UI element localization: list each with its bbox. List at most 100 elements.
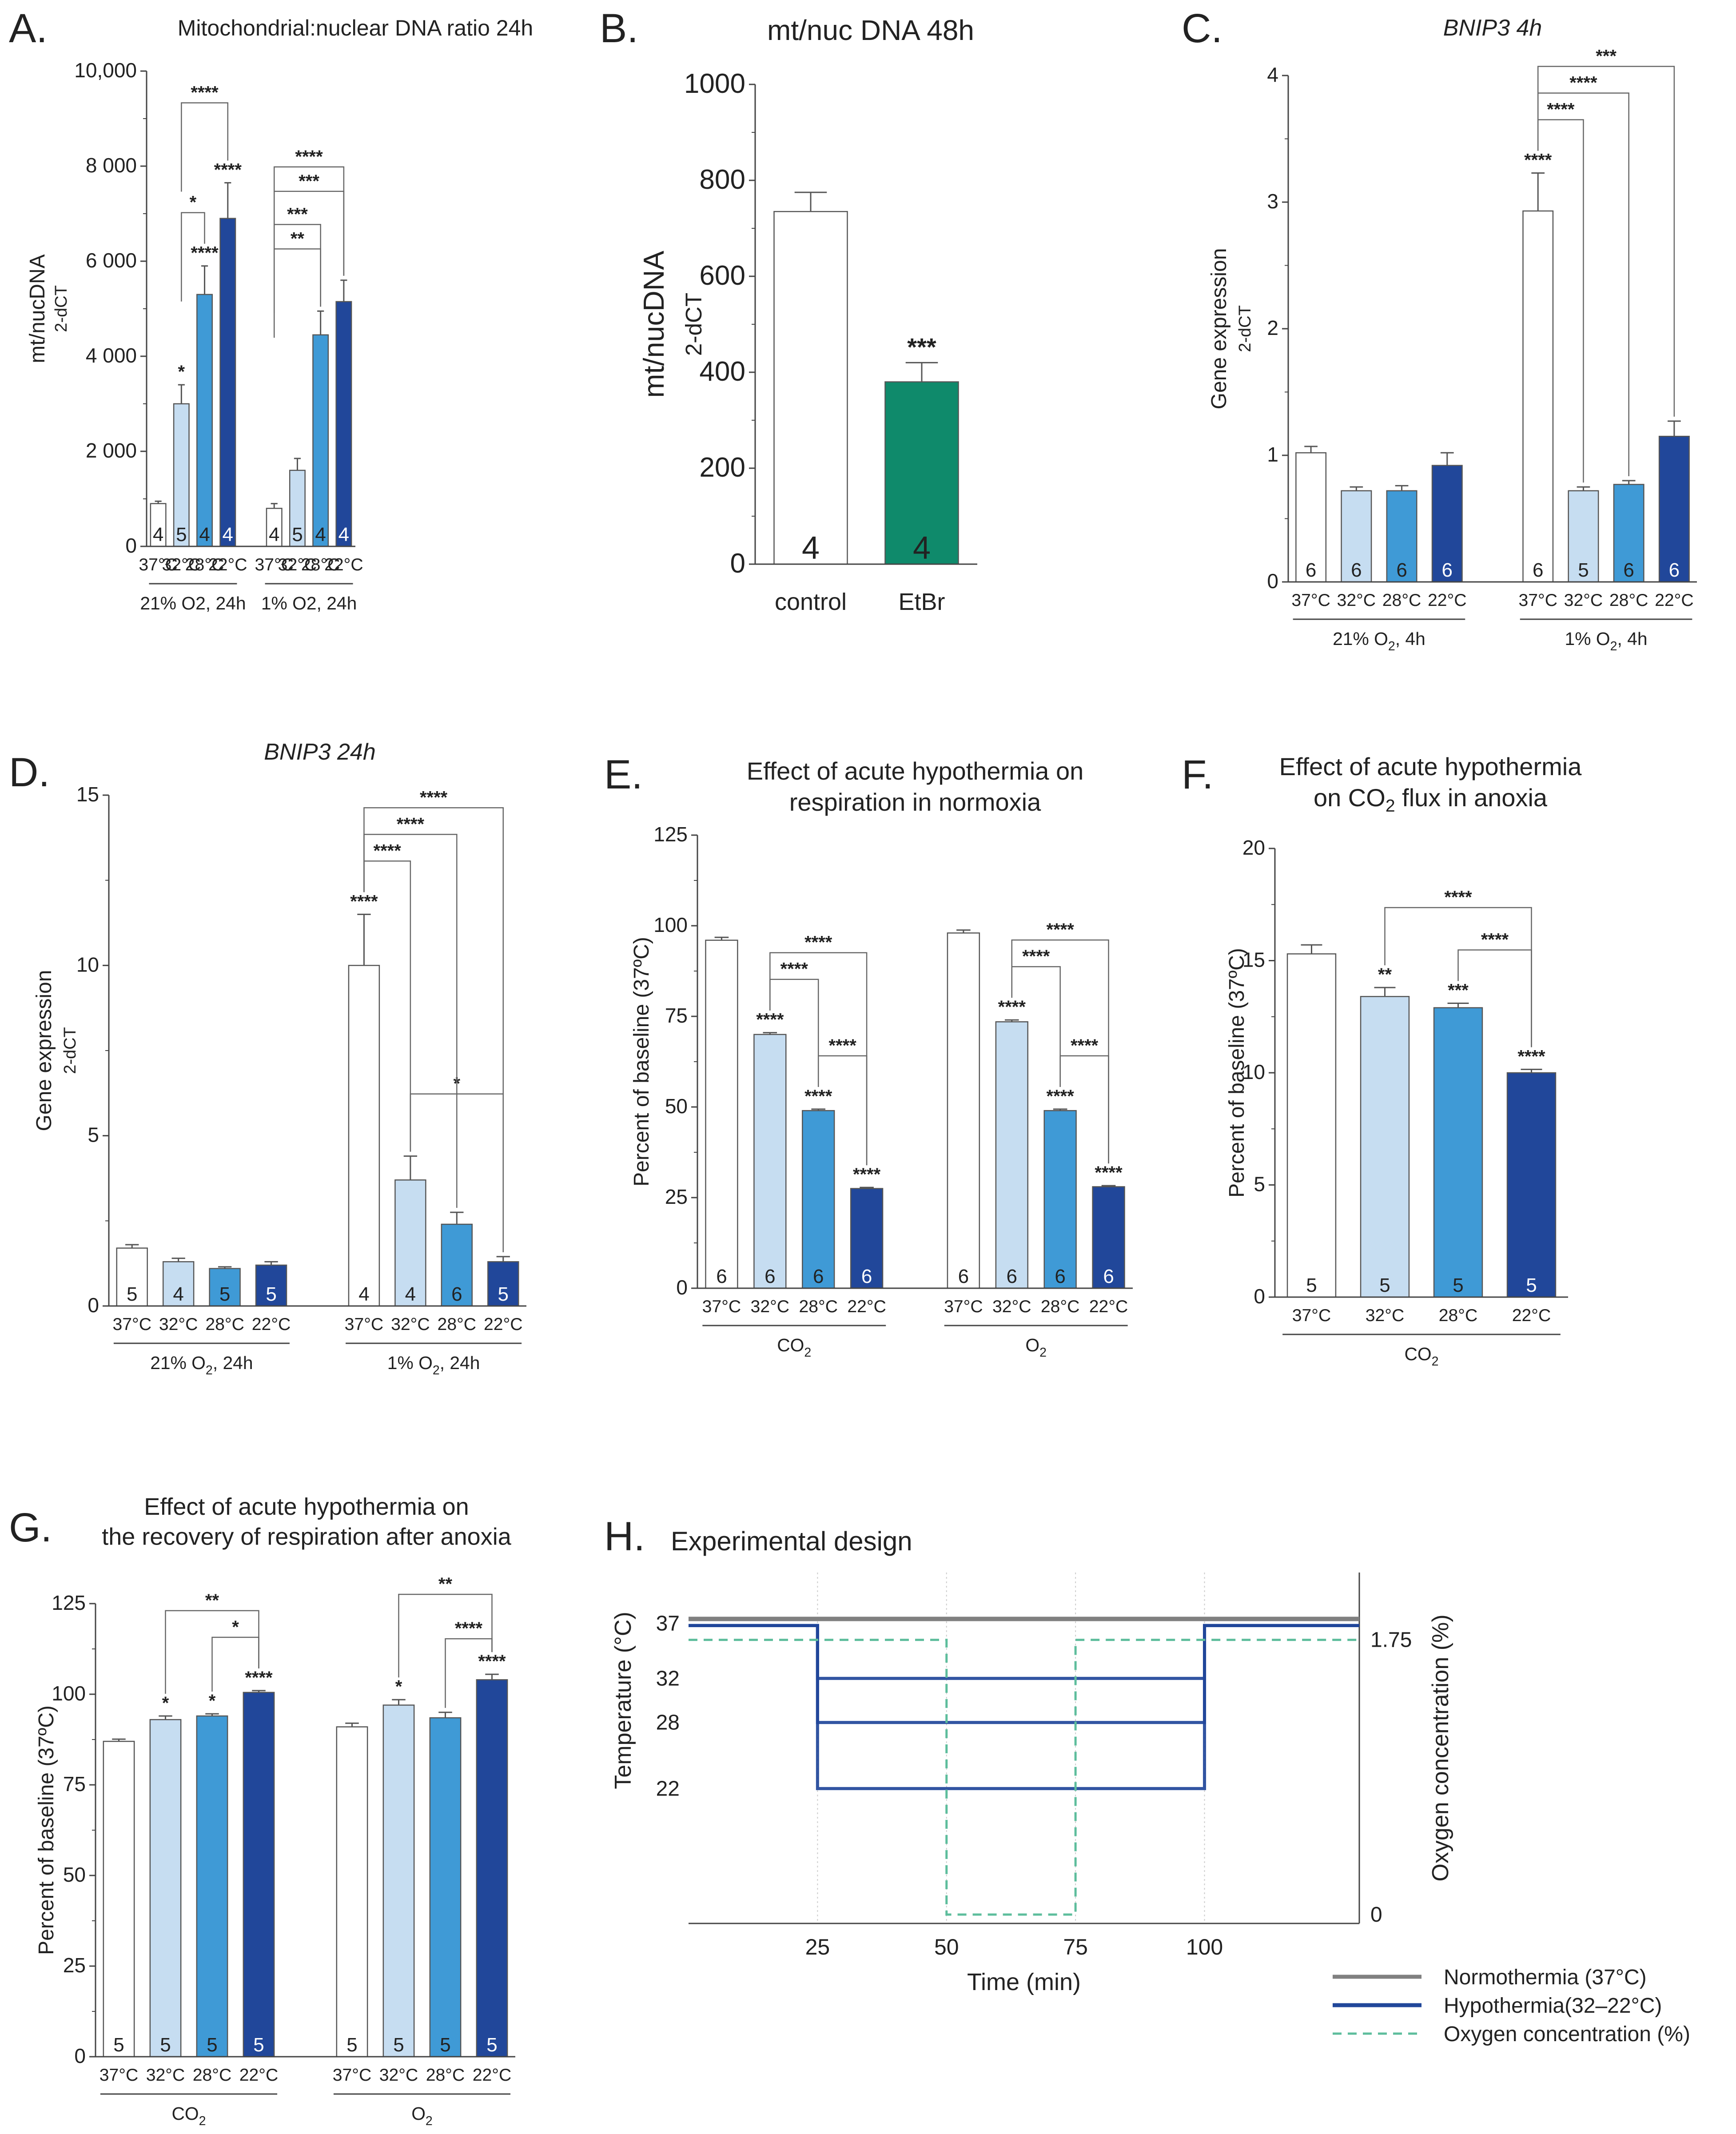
bar-significance: **** [756,1010,784,1030]
y-tick-label: 2 000 [86,439,137,462]
y-tick-label: 75 [63,1772,86,1796]
y-tick-label: 32 [656,1667,680,1690]
y-tick-label: 37 [656,1612,680,1635]
bracket-label: ** [438,1574,453,1594]
x-tick-label: 22°C [1512,1306,1551,1325]
y-tick-label: 8 000 [86,154,137,177]
significance-bracket [181,212,205,302]
group-label: 1% O2, 24h [261,593,357,613]
bracket-label: **** [1022,947,1050,966]
bar-n-label: 4 [173,1283,183,1305]
x-tick-label: EtBr [898,589,945,615]
y-tick-label: 0 [676,1276,688,1299]
bar-n-label: 5 [1578,559,1589,581]
panel-letter: B. [600,6,638,51]
x-tick-label: 32°C [162,555,201,574]
y-tick-label: 600 [699,260,745,291]
bar-n-label: 6 [1007,1266,1017,1287]
bar-n-label: 6 [1533,559,1543,581]
bracket-label: ** [291,229,305,248]
x-tick-label: 37°C [139,555,178,574]
bar [196,1715,228,2058]
bar [173,403,190,547]
bracket-label: **** [1071,1036,1099,1055]
y-tick-label: 22 [656,1777,680,1800]
y-tick-label: 0 [1267,569,1278,593]
bar-n-label: 5 [1526,1274,1537,1296]
x-tick-label: 28°C [1041,1297,1080,1316]
y-tick-label: 2 [1267,316,1278,339]
significance-bracket [398,1593,493,1678]
bar-n-label: 6 [1669,559,1680,581]
bar-significance: **** [191,243,219,263]
y-axis-label-sub: 2-dCT [61,1027,80,1074]
bar-n-label: 4 [338,524,349,545]
x-tick-label: 28°C [301,555,340,574]
bar [1386,490,1417,583]
panel-letter: G. [9,1505,52,1550]
y-axis-label: Temperature (°C) [610,1612,636,1789]
y-tick-label: 5 [1254,1173,1265,1196]
y-axis-label: Percent of baseline (37ºC) [630,937,653,1186]
bar [348,965,380,1307]
y-tick-label: 50 [665,1095,688,1118]
bar [1506,1072,1557,1298]
significance-bracket [273,166,345,276]
bar [336,1726,368,2058]
x-tick-label: 32°C [391,1315,430,1334]
bar-n-label: 6 [813,1266,824,1287]
bracket-label: *** [299,171,319,191]
panel-letter: A. [9,6,48,51]
bar-n-label: 4 [153,524,163,545]
bar-n-label: 5 [160,2034,171,2056]
bar-n-label: 4 [223,524,233,545]
bar-n-label: 6 [1351,559,1362,581]
bar-significance: ** [1378,965,1392,984]
x-tick-label: 28°C [193,2066,232,2085]
bar-n-label: 6 [1442,559,1453,581]
x-tick-label: 28°C [1382,591,1421,610]
y-tick-label: 4 000 [86,344,137,367]
right-axis-label: Oxygen concentration (%) [1428,1614,1453,1881]
y-axis-label-sub: 2-dCT [1236,305,1254,352]
x-tick-label: 100 [1186,1935,1223,1959]
bar-n-label: 5 [292,524,303,545]
x-tick-label: 28°C [426,2066,465,2085]
x-tick-label: 32°C [278,555,317,574]
legend-label: Oxygen concentration (%) [1444,2023,1690,2046]
bar-n-label: 6 [764,1266,775,1287]
bar-significance: **** [478,1652,506,1671]
bar-n-label: 5 [113,2034,124,2056]
chart-E: E. Effect of acute hypothermia on respirat… [604,752,1133,1360]
bracket-label: **** [1569,73,1597,92]
chart-title: Experimental design [671,1526,912,1556]
bar [196,294,213,547]
bar-significance: *** [1448,980,1469,1000]
bracket-label: ** [205,1591,219,1610]
bar [149,1719,182,2058]
x-tick-label: 37°C [702,1297,741,1316]
bar-n-label: 5 [1379,1274,1390,1296]
x-tick-label: 37°C [255,555,294,574]
bar [103,1740,135,2058]
y-tick-label: 800 [699,164,745,195]
chart-title: Effect of acute hypothermia [1279,752,1582,780]
chart-D: D. BNIP3 24h 0 5 10 15 Gene expression 2-dCT 5 37… [9,739,526,1378]
y-tick-label: 10,000 [74,59,137,82]
bar [1568,490,1599,583]
bar-significance: **** [245,1668,273,1688]
x-tick-label: 28°C [1609,591,1648,610]
y-tick-label: 125 [52,1591,86,1614]
chart-title: BNIP3 24h [264,739,376,765]
bracket-label: *** [1596,46,1617,66]
bar [850,1188,884,1289]
bracket-label: * [232,1617,239,1637]
bracket-label: *** [287,204,308,224]
x-tick-label: 37°C [1518,591,1557,610]
x-tick-label: 37°C [345,1315,384,1334]
bar [476,1679,508,2058]
oxygen-line [689,1639,1359,1916]
bar [1295,452,1327,583]
significance-bracket [1011,939,1109,1164]
x-tick-label: 32°C [992,1297,1031,1316]
